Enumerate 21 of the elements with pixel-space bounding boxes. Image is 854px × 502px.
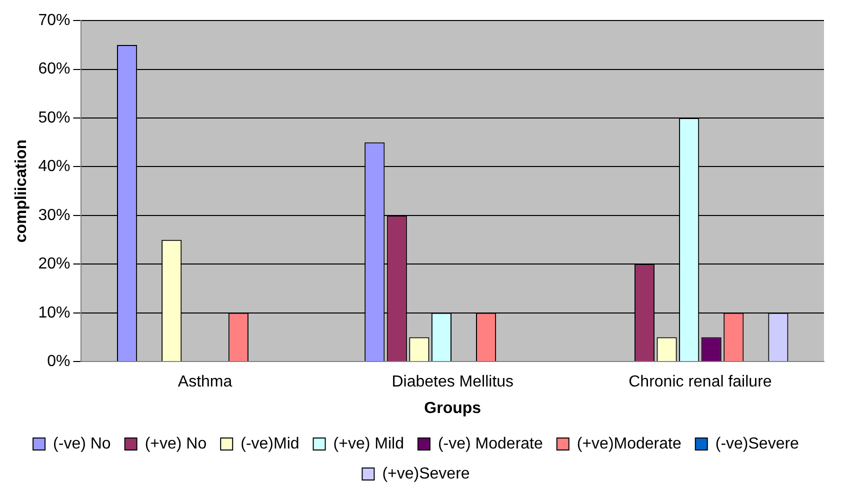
- legend-label: (+ve) No: [144, 435, 207, 452]
- legend-label: (-ve)Severe: [715, 435, 800, 452]
- legend-label: (-ve) No: [53, 435, 111, 452]
- x-tick-label: Chronic renal failure: [628, 374, 772, 391]
- legend-label: (+ve) Mild: [333, 435, 404, 452]
- y-tick-label: 70%: [38, 12, 70, 30]
- y-tick-label: 40%: [38, 158, 70, 176]
- legend-label: (+ve)Moderate: [576, 435, 682, 452]
- y-axis-title: compliication: [13, 140, 30, 243]
- y-tick-label: 60%: [38, 60, 70, 78]
- x-tick-label: Diabetes Mellitus: [392, 374, 514, 391]
- legend-label: (-ve)Mid: [240, 435, 300, 452]
- y-tick-label: 10%: [38, 304, 70, 322]
- x-tick-label: Asthma: [178, 374, 232, 391]
- y-tick-label: 20%: [38, 256, 70, 273]
- x-axis-title: Groups: [424, 400, 482, 417]
- legend-label: (-ve) Moderate: [438, 435, 543, 452]
- y-tick-label: 0%: [47, 353, 70, 370]
- y-tick-label: 30%: [38, 206, 70, 224]
- y-tick-label: 50%: [38, 109, 70, 126]
- legend-label: (+ve)Severe: [382, 465, 470, 482]
